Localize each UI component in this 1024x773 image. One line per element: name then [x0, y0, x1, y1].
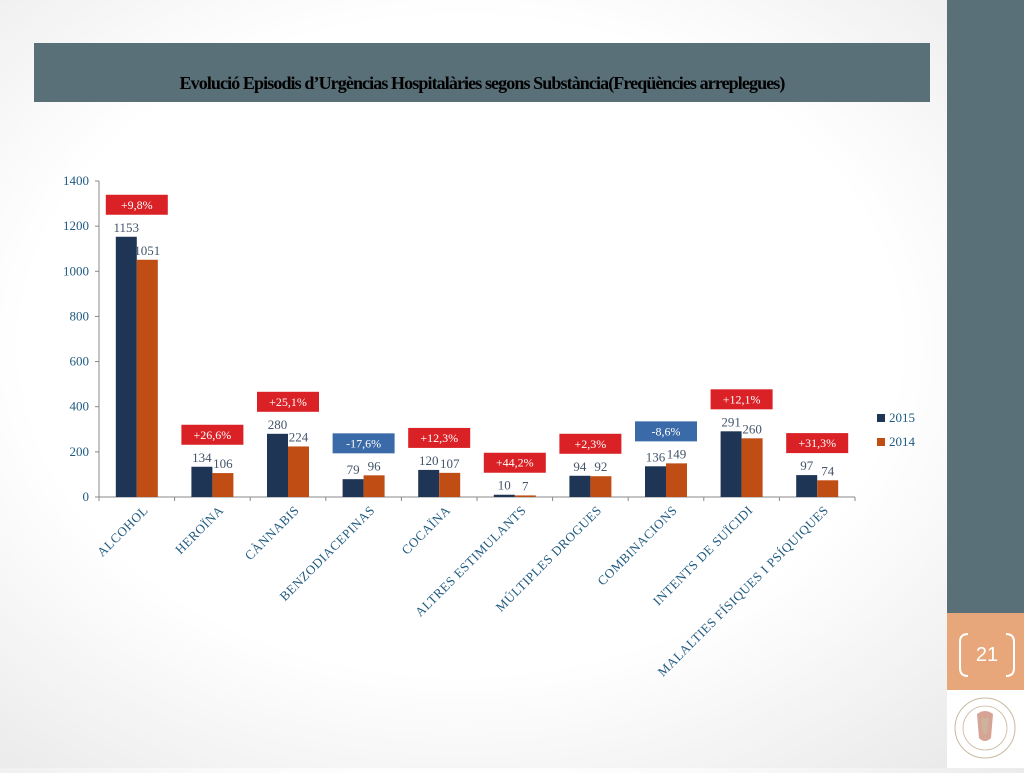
change-badge — [483, 452, 546, 473]
change-badge — [181, 424, 244, 445]
change-badge-label: -8,6% — [652, 424, 681, 438]
side-panel — [947, 0, 1024, 613]
bar-2015 — [645, 466, 666, 497]
legend-swatch-2014 — [877, 438, 885, 446]
logo-panel — [947, 690, 1024, 768]
data-label-2015: 136 — [646, 449, 666, 464]
bar-2014 — [514, 495, 536, 497]
change-badge-label: +12,3% — [420, 431, 458, 445]
y-tick-label: 400 — [70, 399, 90, 414]
data-label-2014: 96 — [368, 458, 382, 473]
category-label: COMBINACIONS — [594, 503, 680, 589]
change-badge — [105, 194, 168, 215]
change-badge — [408, 427, 471, 448]
bar-2014 — [741, 438, 763, 497]
bar-2014 — [439, 472, 461, 497]
change-badge-label: +44,2% — [496, 456, 534, 470]
data-label-2014: 92 — [594, 459, 607, 474]
bar-2015 — [342, 479, 364, 497]
y-tick-label: 1400 — [63, 173, 89, 188]
university-seal-icon — [954, 697, 1016, 759]
change-badge-label: +2,3% — [575, 437, 607, 451]
legend-label-2014: 2014 — [889, 434, 916, 449]
y-tick-label: 600 — [70, 354, 90, 369]
data-label-2014: 7 — [522, 478, 529, 493]
change-badge — [710, 389, 773, 410]
category-label: MALALTIES FÍSIQUES I PSÍQUIQUES — [655, 503, 832, 680]
data-label-2015: 120 — [419, 453, 439, 468]
bar-2014 — [817, 480, 839, 497]
change-badge — [786, 433, 849, 454]
data-label-2015: 134 — [192, 450, 212, 465]
data-label-2014: 106 — [213, 456, 233, 471]
bar-2014 — [136, 259, 158, 497]
data-label-2014: 1051 — [134, 243, 160, 258]
change-badge-label: +31,3% — [798, 436, 836, 450]
y-tick-label: 1000 — [63, 263, 89, 278]
data-label-2014: 107 — [440, 456, 460, 471]
legend-label-2015: 2015 — [889, 410, 915, 425]
change-badge-label: +26,6% — [194, 428, 232, 442]
data-label-2015: 79 — [347, 462, 360, 477]
change-badge-label: -17,6% — [346, 436, 381, 450]
change-badge — [559, 433, 622, 454]
bar-2015 — [191, 466, 213, 497]
title-bar: Evolució Episodis d’Urgèncias Hospitalàr… — [34, 43, 930, 102]
change-badge — [332, 433, 395, 454]
legend-swatch-2015 — [877, 414, 885, 422]
y-tick-label: 200 — [70, 444, 90, 459]
y-tick-label: 1200 — [63, 218, 89, 233]
bar-2014 — [363, 475, 385, 497]
y-tick-label: 800 — [70, 308, 90, 323]
bar-2015 — [267, 433, 288, 497]
slide-title: Evolució Episodis d’Urgèncias Hospitalàr… — [179, 73, 786, 93]
data-label-2015: 280 — [268, 417, 288, 432]
change-badge — [257, 391, 319, 412]
bar-2015 — [796, 475, 818, 497]
data-label-2015: 94 — [573, 459, 587, 474]
category-label: CÀNNABIS — [242, 503, 302, 563]
bar-2015 — [720, 431, 742, 497]
category-label: COCAÏNA — [398, 502, 453, 557]
category-label: HEROÏNA — [172, 502, 227, 557]
bar-2015 — [569, 475, 591, 497]
data-label-2015: 97 — [800, 458, 814, 473]
bar-2015 — [493, 494, 515, 497]
data-label-2015: 1153 — [114, 220, 140, 235]
data-label-2014: 149 — [667, 446, 687, 461]
page-number: 21 — [975, 644, 999, 666]
bar-2014 — [666, 463, 687, 497]
data-label-2014: 224 — [289, 429, 309, 444]
y-tick-label: 0 — [83, 489, 90, 504]
bar-2014 — [212, 473, 234, 497]
bar-2015 — [115, 236, 137, 497]
data-label-2015: 291 — [721, 414, 741, 429]
data-label-2014: 74 — [821, 463, 835, 478]
bar-2014 — [590, 476, 612, 497]
data-label-2015: 10 — [498, 478, 511, 493]
change-badge-label: +12,1% — [723, 392, 761, 406]
change-badge-label: +25,1% — [269, 395, 307, 409]
change-badge — [635, 421, 697, 442]
change-badge-label: +9,8% — [121, 198, 153, 212]
bar-2014 — [288, 446, 309, 497]
category-label: ALCOHOL — [94, 503, 151, 560]
bar-2015 — [418, 469, 440, 497]
data-label-2014: 260 — [742, 421, 762, 436]
